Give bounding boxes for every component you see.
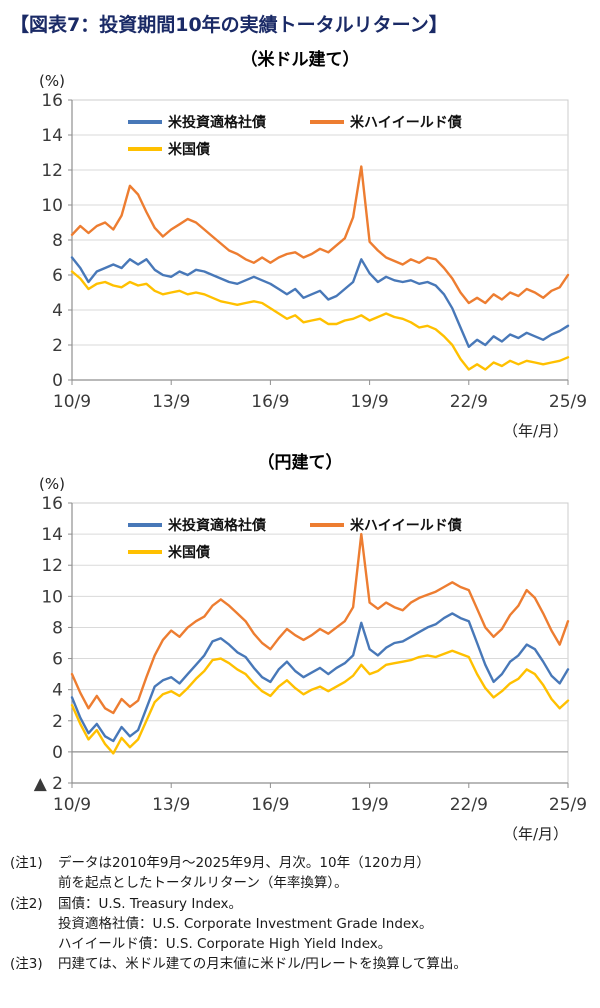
y-tick-label: 8 — [52, 231, 63, 251]
chart-usd-plot: 0 2 4 6 8 10 12 14 16 10/9 13/9 16/9 19/9 22/9 25/9 (%)… — [39, 72, 587, 440]
y-tick-label: 6 — [52, 266, 63, 286]
notes: (注1) データは2010年9月～2025年9月、月次。10年（120カ月） 前を起… — [10, 853, 590, 975]
series-line-1 — [70, 532, 570, 715]
y-unit-label: (%) — [39, 72, 65, 90]
y-tick-label: ▲ 2 — [34, 774, 63, 794]
x-tick-label: 19/9 — [351, 795, 389, 815]
series-line-2 — [70, 649, 570, 755]
x-tick-label: 10/9 — [53, 795, 91, 815]
chart-usd-block: （米ドル建て） 0 2 4 6 8 10 12 14 16 10/9 13/9 16/9 19/9 22/… — [10, 45, 590, 442]
x-tick-label: 10/9 — [53, 392, 91, 412]
legend-label-1: 米ハイイールド債 — [350, 517, 462, 534]
x-tick-label: 22/9 — [450, 392, 488, 412]
note-text: データは2010年9月～2025年9月、月次。10年（120カ月） 前を起点とした… — [58, 855, 430, 892]
x-tick-label: 22/9 — [450, 795, 488, 815]
y-tick-label: 12 — [41, 556, 63, 576]
chart-jpy-block: （円建て） ▲ 2 0 2 4 6 8 10 12 14 16 10/9 13/9 16/9 19/9 22… — [10, 448, 590, 845]
chart-jpy-title: （円建て） — [257, 453, 343, 473]
note-label: (注2) — [10, 895, 43, 912]
series-line-0 — [70, 256, 570, 348]
y-tick-label: 12 — [41, 161, 63, 181]
note-text: 国債：U.S. Treasury Index。 投資適格社債：U.S. Corpo… — [58, 895, 433, 953]
y-tick-label: 14 — [41, 525, 63, 545]
plot-border — [71, 502, 569, 784]
x-unit-label: （年/月） — [503, 422, 568, 440]
y-tick-label: 4 — [52, 681, 63, 701]
note-2: (注2) 国債：U.S. Treasury Index。 投資適格社債：U.S. C… — [10, 894, 590, 955]
y-tick-label: 16 — [41, 494, 63, 514]
x-tick-label: 25/9 — [549, 392, 587, 412]
series-line-1 — [70, 165, 570, 305]
note-text: 円建ては、米ドル建ての月末値に米ドル/円レートを換算して算出。 — [58, 956, 467, 973]
y-tick-label: 0 — [52, 743, 63, 763]
y-tick-label: 6 — [52, 650, 63, 670]
y-tick-label: 0 — [52, 371, 63, 391]
legend-label-1: 米ハイイールド債 — [350, 114, 462, 131]
legend-label-0: 米投資適格社債 — [168, 517, 266, 534]
x-tick-label: 16/9 — [251, 795, 289, 815]
y-tick-label: 8 — [52, 618, 63, 638]
x-unit-label: （年/月） — [503, 825, 568, 843]
note-label: (注3) — [10, 956, 43, 973]
y-tick-label: 16 — [41, 91, 63, 111]
legend-label-2: 米国債 — [168, 141, 210, 158]
page-title: 【図表7：投資期間10年の実績トータルリターン】 — [10, 14, 448, 36]
y-tick-label: 14 — [41, 126, 63, 146]
x-tick-label: 16/9 — [251, 392, 289, 412]
note-label: (注1) — [10, 855, 43, 871]
y-tick-label: 2 — [52, 712, 63, 732]
chart-usd-title: （米ドル建て） — [240, 50, 360, 70]
y-tick-label: 10 — [41, 196, 63, 216]
y-unit-label: (%) — [39, 475, 65, 493]
chart-jpy-plot: ▲ 2 0 2 4 6 8 10 12 14 16 10/9 13/9 16/9 19/9 22/9 25/9… — [34, 475, 587, 843]
x-tick-label: 25/9 — [549, 795, 587, 815]
legend-label-2: 米国債 — [168, 544, 210, 561]
x-tick-label: 19/9 — [351, 392, 389, 412]
x-tick-label: 13/9 — [152, 392, 190, 412]
note-3: (注3) 円建ては、米ドル建ての月末値に米ドル/円レートを換算して算出。 — [10, 954, 590, 974]
y-tick-label: 2 — [52, 336, 63, 356]
y-tick-label: 4 — [52, 301, 63, 321]
series-line-2 — [70, 270, 570, 371]
note-1: (注1) データは2010年9月～2025年9月、月次。10年（120カ月） 前を起… — [10, 853, 590, 894]
y-tick-label: 10 — [41, 587, 63, 607]
series-line-0 — [70, 612, 570, 743]
x-tick-label: 13/9 — [152, 795, 190, 815]
legend-label-0: 米投資適格社債 — [168, 114, 266, 131]
